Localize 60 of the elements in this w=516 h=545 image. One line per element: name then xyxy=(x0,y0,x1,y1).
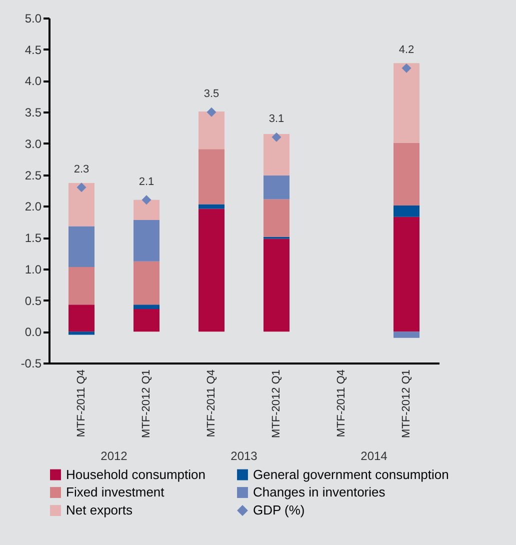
x-tick-label: MTF-2011 Q4 xyxy=(336,370,348,438)
bar xyxy=(264,238,290,332)
bar xyxy=(394,63,420,143)
bar xyxy=(198,149,224,204)
y-tick-label: 1.5 xyxy=(24,231,42,246)
x-tick-label: MTF-2012 Q1 xyxy=(270,370,282,438)
bar xyxy=(68,226,94,268)
y-tick-label: 1.0 xyxy=(24,262,42,276)
bar xyxy=(134,261,160,305)
x-tick-label: MTF-2012 Q1 xyxy=(400,370,412,438)
y-tick-label: 2.0 xyxy=(24,200,42,214)
data-label: 3.1 xyxy=(268,113,284,126)
y-tick-label: -0.5 xyxy=(20,356,42,370)
y-tick-label: 2.5 xyxy=(24,168,42,182)
bar xyxy=(394,216,420,332)
bar xyxy=(134,309,160,332)
y-tick-label: 3.5 xyxy=(24,106,42,120)
y-tick-label: 0.5 xyxy=(24,294,42,308)
data-label: 2.1 xyxy=(138,176,154,188)
y-tick-label: 3.0 xyxy=(24,136,42,151)
bar xyxy=(134,220,160,262)
text: 2013 xyxy=(230,449,258,463)
point xyxy=(206,107,216,117)
bar xyxy=(264,134,290,176)
bar xyxy=(68,182,94,226)
text: 2014 xyxy=(360,449,388,463)
data-label: 3.5 xyxy=(204,88,220,100)
legend-label: Fixed investment xyxy=(66,484,165,500)
legend-label: GDP (%) xyxy=(253,502,305,518)
bar xyxy=(68,332,94,335)
bar xyxy=(394,332,420,338)
bar xyxy=(68,304,94,332)
bar xyxy=(264,175,290,200)
bar xyxy=(134,304,160,310)
y-tick-label: 5.0 xyxy=(24,12,42,26)
point xyxy=(76,182,86,192)
data-label: 2.3 xyxy=(74,163,90,176)
y-tick-label: 4.5 xyxy=(24,42,42,57)
bar xyxy=(68,267,94,305)
x-tick-label: MTF-2011 Q4 xyxy=(76,370,88,438)
legend-label: Household consumption xyxy=(66,466,206,482)
bar xyxy=(198,111,224,150)
y-tick-label: 0.0 xyxy=(24,325,42,340)
point xyxy=(142,195,152,205)
legend-label: Changes in inventories xyxy=(253,484,386,500)
legend-label: General government consumption xyxy=(253,466,449,482)
bar xyxy=(198,208,224,332)
bar xyxy=(264,199,290,237)
bar xyxy=(134,200,160,220)
x-tick-label: MTF-2011 Q4 xyxy=(206,370,218,438)
y-tick-label: 4.0 xyxy=(24,74,42,88)
x-tick-label: MTF-2012 Q1 xyxy=(140,370,152,438)
bar xyxy=(198,204,224,209)
text: 2012 xyxy=(100,449,128,463)
bar xyxy=(394,206,420,217)
data-label: 4.2 xyxy=(398,44,414,56)
legend-label: Net exports xyxy=(66,502,133,518)
point xyxy=(402,63,412,73)
bar xyxy=(394,142,420,206)
point xyxy=(272,132,282,142)
